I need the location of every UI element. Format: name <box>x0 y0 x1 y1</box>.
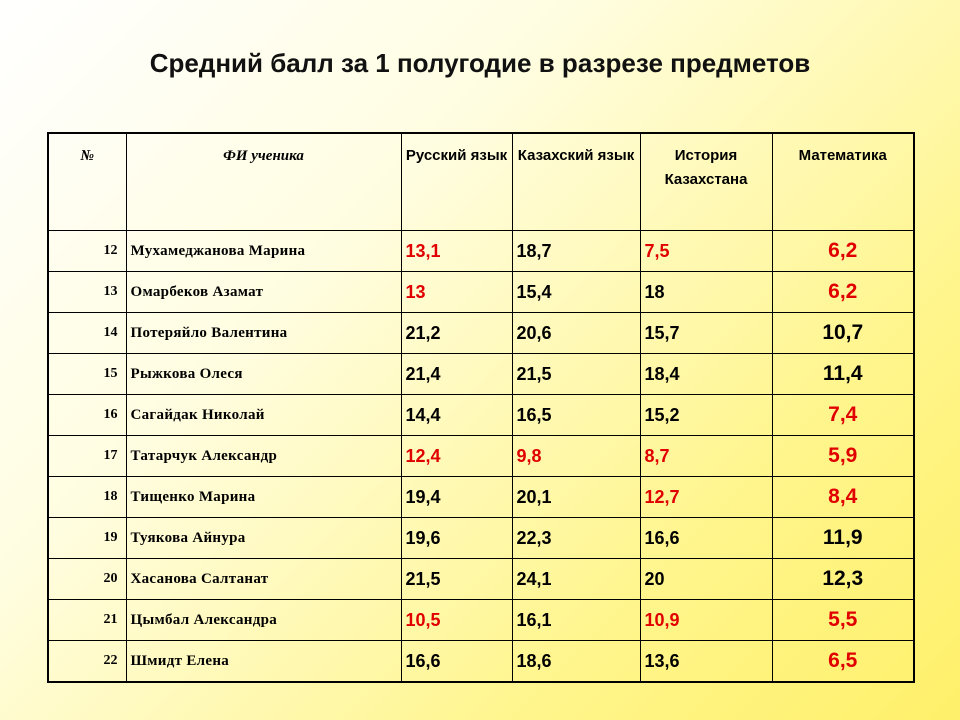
student-name: Омарбеков Азамат <box>125 271 402 313</box>
grades-table: № ФИ ученика Русский язык Казахский язык Ист… <box>47 132 915 683</box>
student-name: Шмидт Елена <box>125 640 402 683</box>
grade-cell: 15,2 <box>639 394 773 436</box>
row-number: 18 <box>47 476 127 518</box>
row-number: 16 <box>47 394 127 436</box>
table-row: 15 Рыжкова Олеся 21,4 21,5 18,4 11,4 <box>47 353 915 395</box>
grade-cell: 18,4 <box>639 353 773 395</box>
column-header: ФИ ученика <box>125 132 402 231</box>
grade-cell: 20 <box>639 558 773 600</box>
row-number: 20 <box>47 558 127 600</box>
grade-cell: 12,7 <box>639 476 773 518</box>
table-row: 14 Потеряйло Валентина 21,2 20,6 15,7 10,7 <box>47 312 915 354</box>
student-name: Сагайдак Николай <box>125 394 402 436</box>
student-name: Цымбал Александра <box>125 599 402 641</box>
grade-cell: 6,5 <box>771 640 915 683</box>
header-row: № ФИ ученика Русский язык Казахский язык Ист… <box>47 132 915 231</box>
table-row: 19 Туякова Айнура 19,6 22,3 16,6 11,9 <box>47 517 915 559</box>
row-number: 14 <box>47 312 127 354</box>
grade-cell: 13 <box>400 271 513 313</box>
column-header: № <box>47 132 127 231</box>
grade-cell: 13,1 <box>400 230 513 272</box>
grade-cell: 18,7 <box>511 230 641 272</box>
grade-cell: 18 <box>639 271 773 313</box>
grade-cell: 16,6 <box>639 517 773 559</box>
grade-cell: 21,5 <box>511 353 641 395</box>
row-number: 12 <box>47 230 127 272</box>
grade-cell: 15,7 <box>639 312 773 354</box>
grade-cell: 18,6 <box>511 640 641 683</box>
grade-cell: 11,9 <box>771 517 915 559</box>
grade-cell: 21,5 <box>400 558 513 600</box>
table-row: 21 Цымбал Александра 10,5 16,1 10,9 5,5 <box>47 599 915 641</box>
row-number: 21 <box>47 599 127 641</box>
table-row: 17 Татарчук Александр 12,4 9,8 8,7 5,9 <box>47 435 915 477</box>
student-name: Хасанова Салтанат <box>125 558 402 600</box>
grade-cell: 21,2 <box>400 312 513 354</box>
title: Средний балл за 1 полугодие в разрезе пр… <box>149 48 811 78</box>
row-number: 17 <box>47 435 127 477</box>
column-header: История Казахстана <box>639 132 773 231</box>
table-row: 13 Омарбеков Азамат 13 15,4 18 6,2 <box>47 271 915 313</box>
grade-cell: 10,9 <box>639 599 773 641</box>
grade-cell: 11,4 <box>771 353 915 395</box>
student-name: Туякова Айнура <box>125 517 402 559</box>
table-row: 20 Хасанова Салтанат 21,5 24,1 20 12,3 <box>47 558 915 600</box>
grade-cell: 20,6 <box>511 312 641 354</box>
grade-cell: 6,2 <box>771 230 915 272</box>
student-name: Мухамеджанова Марина <box>125 230 402 272</box>
grade-cell: 19,4 <box>400 476 513 518</box>
grade-cell: 14,4 <box>400 394 513 436</box>
table-row: 18 Тищенко Марина 19,4 20,1 12,7 8,4 <box>47 476 915 518</box>
student-name: Потеряйло Валентина <box>125 312 402 354</box>
grade-cell: 9,8 <box>511 435 641 477</box>
grade-cell: 10,7 <box>771 312 915 354</box>
grade-cell: 12,4 <box>400 435 513 477</box>
table-row: 12 Мухамеджанова Марина 13,1 18,7 7,5 6,2 <box>47 230 915 272</box>
column-header: Русский язык <box>400 132 513 231</box>
grade-cell: 8,4 <box>771 476 915 518</box>
table-row: 22 Шмидт Елена 16,6 18,6 13,6 6,5 <box>47 640 915 683</box>
grade-cell: 10,5 <box>400 599 513 641</box>
row-number: 15 <box>47 353 127 395</box>
row-number: 13 <box>47 271 127 313</box>
grade-cell: 16,5 <box>511 394 641 436</box>
grade-cell: 19,6 <box>400 517 513 559</box>
grade-cell: 24,1 <box>511 558 641 600</box>
grade-cell: 5,5 <box>771 599 915 641</box>
grade-cell: 12,3 <box>771 558 915 600</box>
grade-cell: 5,9 <box>771 435 915 477</box>
grade-cell: 20,1 <box>511 476 641 518</box>
row-number: 22 <box>47 640 127 683</box>
grade-cell: 6,2 <box>771 271 915 313</box>
grade-cell: 16,6 <box>400 640 513 683</box>
grade-cell: 22,3 <box>511 517 641 559</box>
grade-cell: 7,4 <box>771 394 915 436</box>
column-header: Математика <box>771 132 915 231</box>
student-name: Рыжкова Олеся <box>125 353 402 395</box>
grade-cell: 7,5 <box>639 230 773 272</box>
grade-cell: 8,7 <box>639 435 773 477</box>
table-row: 16 Сагайдак Николай 14,4 16,5 15,2 7,4 <box>47 394 915 436</box>
column-header: Казахский язык <box>511 132 641 231</box>
student-name: Татарчук Александр <box>125 435 402 477</box>
grade-cell: 15,4 <box>511 271 641 313</box>
student-name: Тищенко Марина <box>125 476 402 518</box>
grade-cell: 16,1 <box>511 599 641 641</box>
grade-cell: 13,6 <box>639 640 773 683</box>
grade-cell: 21,4 <box>400 353 513 395</box>
row-number: 19 <box>47 517 127 559</box>
